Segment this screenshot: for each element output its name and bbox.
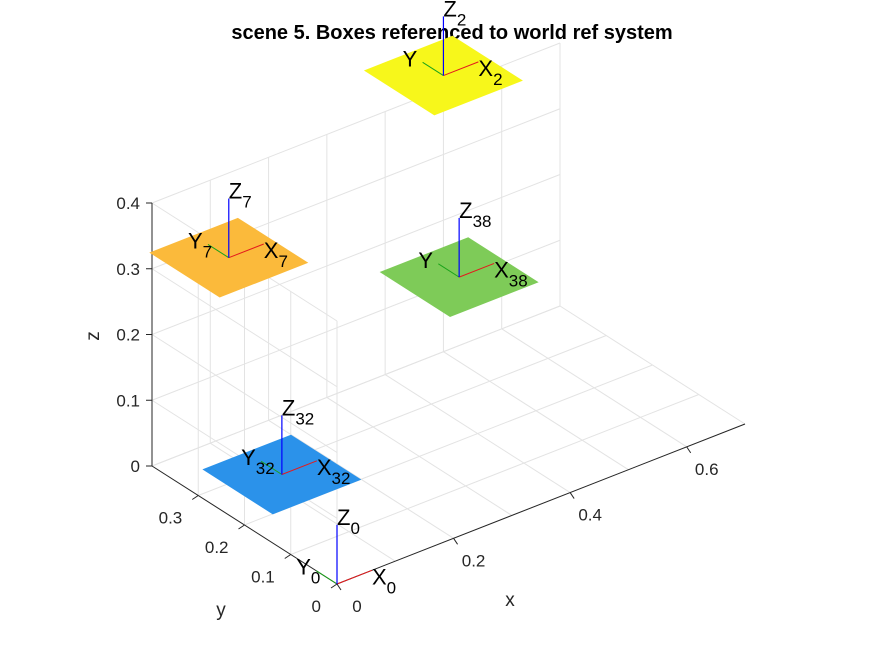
x-tick-label: 0.4 xyxy=(578,506,602,525)
grid-line xyxy=(290,394,699,555)
x-tick-mark xyxy=(569,492,575,499)
y-tick-label: 0.3 xyxy=(159,509,183,528)
y-tick-mark xyxy=(238,524,245,530)
z-axis-label: z xyxy=(83,331,104,341)
frame-38-y-label: Y xyxy=(418,248,433,273)
y-tick-label: 0.2 xyxy=(205,538,229,557)
frame-38-y-axis xyxy=(438,263,460,278)
y-tick-mark xyxy=(330,583,338,589)
z-tick-label: 0 xyxy=(131,457,140,476)
grid-line xyxy=(151,305,561,467)
frame-38-x-axis xyxy=(458,262,495,278)
frame-32-z-label: Z32 xyxy=(282,395,314,428)
z-tick-label: 0.2 xyxy=(116,326,140,345)
z-tick-label: 0.4 xyxy=(116,194,140,213)
x-tick-mark xyxy=(453,538,458,545)
y-tick-label: 0.1 xyxy=(251,568,275,587)
y-tick-mark xyxy=(191,495,199,500)
frame-0-x-label: X0 xyxy=(372,564,396,597)
z-tick-label: 0.3 xyxy=(116,260,140,279)
x-tick-label: 0.6 xyxy=(695,460,719,479)
x-tick-label: 0 xyxy=(352,597,361,616)
grid-line xyxy=(151,334,338,453)
frame-32-y-axis xyxy=(260,460,283,475)
y-axis-label: y xyxy=(216,600,226,621)
frame-7-z-label: Z7 xyxy=(229,179,252,212)
tick-labels: 0 0.2 0.4 0.6 0 0.1 0.2 0.3 0 0.1 0.2 0.3 0.4 xyxy=(116,194,718,616)
grid-line xyxy=(151,268,338,388)
x-tick-mark xyxy=(686,446,692,454)
frame-2-x-axis xyxy=(443,61,479,77)
z-tick-label: 0.1 xyxy=(116,391,140,410)
grid-line xyxy=(151,174,561,335)
y-tick-mark xyxy=(284,554,292,559)
x-axis-line xyxy=(336,423,746,585)
frame-7-x-axis xyxy=(228,243,264,259)
frame-0-x-axis xyxy=(336,569,373,585)
frame-0-z-label: Z0 xyxy=(337,505,360,538)
frame-2-y-axis xyxy=(422,61,444,76)
frame-32-x-axis xyxy=(281,460,318,475)
frame-7-y-axis xyxy=(207,243,230,259)
x-tick-mark xyxy=(336,583,342,591)
x-axis-label: x xyxy=(505,590,515,611)
x-tick-label: 0.2 xyxy=(462,551,486,570)
chart-title: scene 5. Boxes referenced to world ref s… xyxy=(231,22,672,44)
frame-0-y-axis xyxy=(315,570,338,585)
frame-2-y-label: Y xyxy=(403,46,418,71)
y-tick-label: 0 xyxy=(312,597,321,616)
frame-0-y-label: Y0 xyxy=(296,555,320,588)
boxes xyxy=(149,35,539,515)
